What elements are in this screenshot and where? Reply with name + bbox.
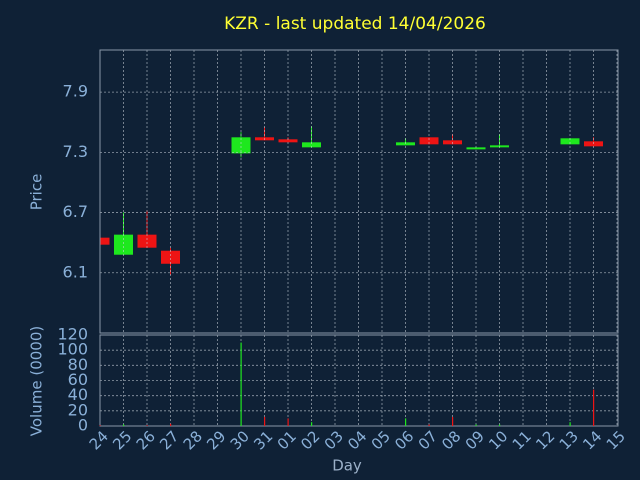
y-tick-label: 6.1 bbox=[63, 262, 88, 281]
candle-body bbox=[114, 234, 133, 255]
volume-bar bbox=[311, 422, 313, 426]
x-tick-label: 12 bbox=[532, 427, 558, 453]
candle-body bbox=[137, 234, 157, 248]
volume-tick-label: 100 bbox=[57, 340, 88, 359]
volume-bar bbox=[170, 423, 172, 426]
x-axis-label: Day bbox=[332, 457, 362, 475]
x-tick-label: 06 bbox=[391, 427, 417, 453]
y-axis-label: Price bbox=[28, 174, 46, 211]
x-tick-label: 29 bbox=[203, 427, 229, 453]
candle-body bbox=[302, 142, 321, 148]
x-tick-label: 14 bbox=[579, 427, 605, 453]
x-tick-label: 26 bbox=[133, 427, 159, 453]
x-tick-label: 27 bbox=[156, 427, 182, 453]
plot-frame bbox=[99, 49, 619, 334]
y-tick-label: 7.9 bbox=[63, 82, 88, 101]
x-tick-label: 24 bbox=[86, 427, 112, 453]
volume-tick-label: 40 bbox=[68, 385, 88, 404]
x-tick-label: 08 bbox=[438, 427, 464, 453]
y-tick-label: 6.7 bbox=[63, 202, 88, 221]
x-tick-label: 07 bbox=[415, 427, 441, 453]
volume-bar bbox=[287, 418, 289, 426]
volume-bar bbox=[146, 425, 148, 426]
plot-frame bbox=[99, 334, 619, 427]
volume-bar bbox=[123, 424, 125, 426]
candle-body bbox=[560, 138, 580, 145]
y-tick-label: 7.3 bbox=[63, 142, 88, 161]
volume-bar bbox=[99, 425, 101, 426]
x-tick-label: 11 bbox=[509, 427, 535, 453]
volume-bar bbox=[452, 416, 454, 426]
x-tick-label: 10 bbox=[485, 427, 511, 453]
volume-tick-label: 0 bbox=[78, 416, 88, 435]
volume-bar bbox=[475, 424, 477, 426]
candle-body bbox=[161, 250, 180, 264]
x-tick-label: 02 bbox=[297, 427, 323, 453]
volume-bar bbox=[569, 422, 571, 426]
volume-tick-label: 80 bbox=[68, 355, 88, 374]
candle-body bbox=[466, 147, 486, 150]
candle-body bbox=[278, 139, 298, 143]
candle-body bbox=[100, 237, 110, 245]
volume-axis-label: Volume (0000) bbox=[28, 326, 46, 436]
volume-tick-label: 60 bbox=[68, 370, 88, 389]
x-tick-label: 01 bbox=[274, 427, 300, 453]
x-tick-label: 09 bbox=[462, 427, 488, 453]
x-tick-label: 03 bbox=[321, 427, 347, 453]
chart-title: KZR - last updated 14/04/2026 bbox=[224, 14, 486, 34]
volume-bar bbox=[240, 342, 242, 426]
x-tick-label: 05 bbox=[368, 427, 394, 453]
volume-tick-label: 20 bbox=[68, 400, 88, 419]
candle-body bbox=[231, 137, 251, 154]
x-tick-label: 15 bbox=[603, 427, 629, 453]
volume-bar bbox=[264, 416, 266, 426]
volume-bar bbox=[499, 424, 501, 426]
x-tick-label: 25 bbox=[109, 427, 135, 453]
candle-body bbox=[419, 137, 439, 145]
volume-tick-label: 120 bbox=[57, 325, 88, 344]
volume-bar bbox=[428, 424, 430, 426]
x-tick-label: 13 bbox=[556, 427, 582, 453]
x-tick-label: 28 bbox=[180, 427, 206, 453]
x-tick-label: 30 bbox=[227, 427, 253, 453]
x-tick-label: 04 bbox=[344, 427, 370, 453]
x-tick-label: 31 bbox=[250, 427, 276, 453]
volume-bar bbox=[405, 418, 407, 426]
volume-bar bbox=[593, 389, 595, 426]
